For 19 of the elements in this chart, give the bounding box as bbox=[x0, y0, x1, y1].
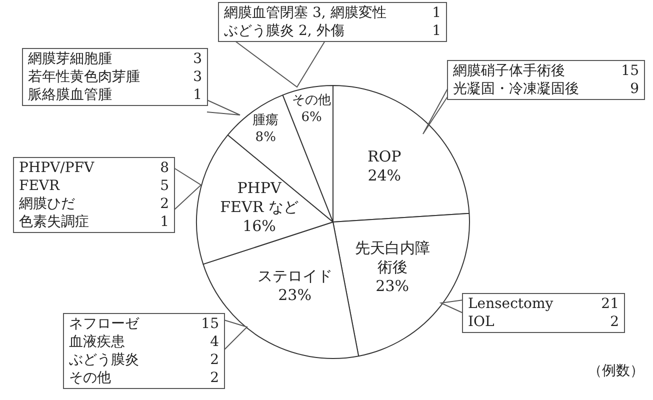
data-label: 24% bbox=[368, 166, 402, 185]
text: 網膜硝子体手術後 15 光凝固・冷凍凝固後 9 bbox=[453, 63, 639, 97]
data-label: 16% bbox=[242, 216, 276, 235]
data-label: 23% bbox=[376, 276, 409, 295]
text: （例数） bbox=[588, 362, 644, 380]
data-label: 8% bbox=[255, 130, 276, 146]
data-label: 23% bbox=[278, 286, 312, 304]
text: 網膜芽細胞腫 3 若年性黄色肉芽腫 3 脈絡膜血管腫 1 bbox=[28, 51, 202, 103]
slice-label: ROP bbox=[368, 148, 402, 166]
text: ネフローゼ 15 血液疾患 4 ぶどう膜炎 2 その他 2 bbox=[69, 316, 219, 386]
slice-label: 腫瘍 bbox=[252, 113, 279, 128]
text: 網膜血管閉塞 3, 網膜変性 1 ぶどう膜炎 2, 外傷 1 bbox=[224, 5, 441, 39]
slice-label: PHPV FEVR など bbox=[220, 178, 298, 216]
text: Lensectomy 21 IOL 2 bbox=[468, 296, 619, 330]
slice-label: 先天白内障術後 bbox=[354, 238, 430, 276]
text: PHPV/PFV 8 FEVR 5 網膜ひだ 2 色素失調症 1 bbox=[19, 160, 169, 230]
slice-label: ステロイド bbox=[257, 267, 332, 286]
slice-label: その他 bbox=[292, 93, 332, 108]
data-label: 6% bbox=[301, 110, 322, 126]
